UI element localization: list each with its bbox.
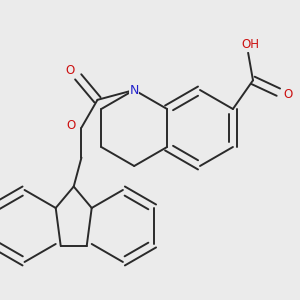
Text: O: O bbox=[67, 119, 76, 132]
Text: O: O bbox=[66, 64, 75, 77]
Text: O: O bbox=[284, 88, 293, 101]
Text: N: N bbox=[130, 83, 139, 97]
Text: OH: OH bbox=[241, 38, 259, 51]
